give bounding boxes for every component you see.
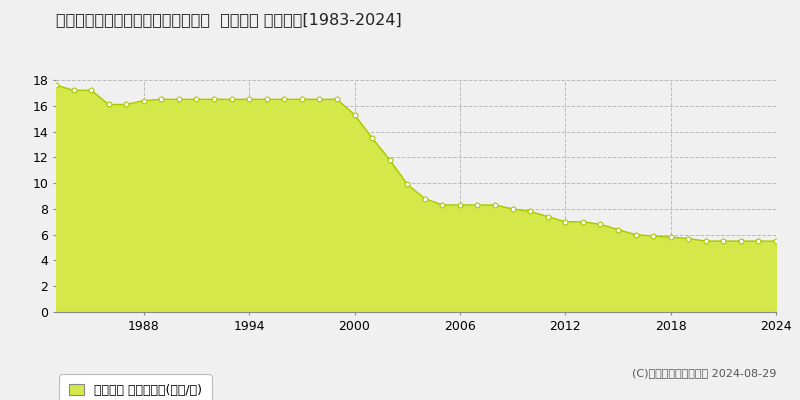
Text: 新潟県長岡市城岡２丁目２３番１外  地価公示 地価推移[1983-2024]: 新潟県長岡市城岡２丁目２３番１外 地価公示 地価推移[1983-2024] [56, 12, 402, 27]
Legend: 地価公示 平均嵪単価(万円/嵪): 地価公示 平均嵪単価(万円/嵪) [62, 378, 208, 400]
Text: (C)土地価格ドットコム 2024-08-29: (C)土地価格ドットコム 2024-08-29 [632, 368, 776, 378]
